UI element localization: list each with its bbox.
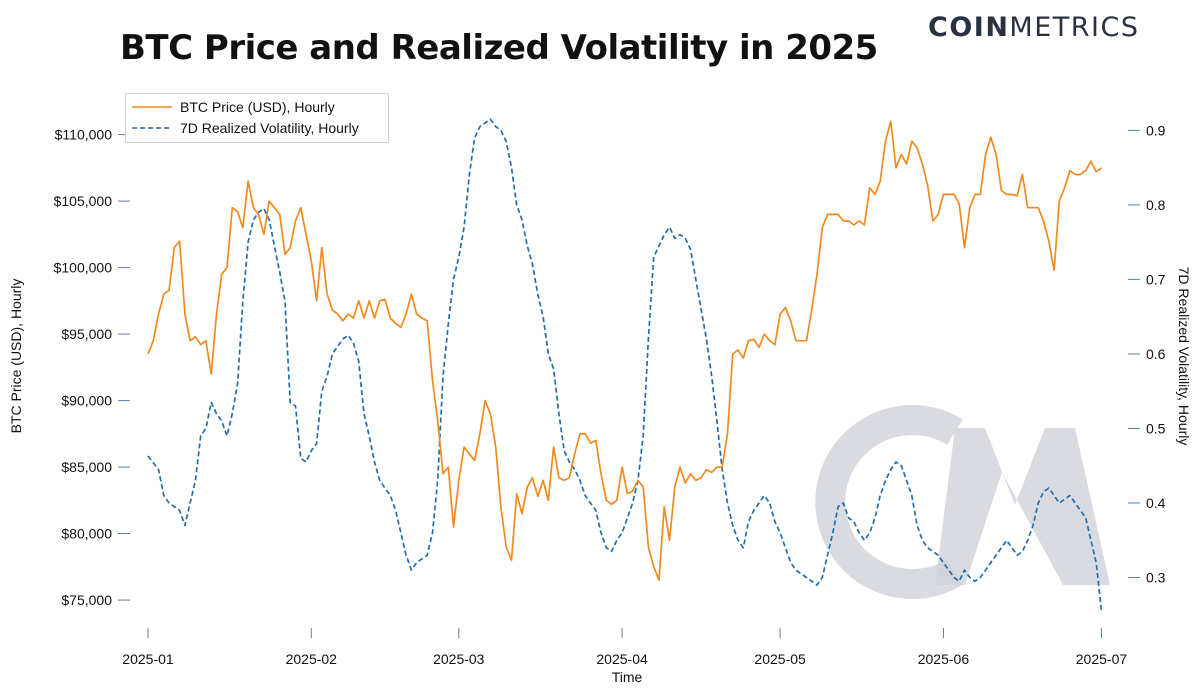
y-tick-label-right: 0.9 — [1146, 122, 1166, 138]
watermark-m-shape — [935, 428, 1110, 585]
series-line-volatility — [147, 118, 1103, 612]
cm-watermark — [815, 405, 1110, 599]
y-tick-label-right: 0.5 — [1146, 420, 1166, 436]
legend: BTC Price (USD), Hourly 7D Realized Vola… — [125, 93, 389, 143]
y-tick-label-right: 0.7 — [1146, 271, 1166, 287]
y-tick-label-left: $80,000 — [61, 526, 112, 542]
legend-label-price: BTC Price (USD), Hourly — [180, 99, 335, 115]
y-tick-label-left: $110,000 — [55, 127, 113, 143]
x-tick-label: 2025-04 — [596, 651, 648, 667]
x-tick-label: 2025-03 — [433, 651, 485, 667]
coinmetrics-logo: COINMETRICS — [928, 12, 1139, 43]
x-tick-label: 2025-06 — [918, 651, 970, 667]
x-tick-label: 2025-05 — [754, 651, 806, 667]
y-axis-label-right: 7D Realized Volatility, Hourly — [1176, 267, 1192, 446]
chart-title: BTC Price and Realized Volatility in 202… — [120, 28, 878, 68]
y-tick-label-left: $105,000 — [54, 193, 113, 209]
y-tick-label-right: 0.6 — [1146, 346, 1166, 362]
y-axis-label-left: BTC Price (USD), Hourly — [8, 279, 24, 434]
y-tick-label-right: 0.8 — [1146, 197, 1166, 213]
x-tick-label: 2025-01 — [122, 651, 174, 667]
x-tick-label: 2025-02 — [286, 651, 338, 667]
y-tick-label-left: $95,000 — [61, 326, 112, 342]
y-tick-label-left: $100,000 — [54, 260, 113, 276]
legend-item-volatility: 7D Realized Volatility, Hourly — [132, 120, 359, 136]
series-layer — [147, 118, 1103, 612]
x-axis-label: Time — [612, 669, 643, 685]
watermark-c-shape — [815, 405, 963, 599]
axes: $75,000 $80,000 $85,000 $90,000 $95,000 $100,… — [54, 122, 1166, 667]
y-tick-label-right: 0.4 — [1146, 495, 1166, 511]
legend-swatch-price — [132, 106, 172, 108]
y-tick-label-left: $85,000 — [61, 459, 112, 475]
legend-label-volatility: 7D Realized Volatility, Hourly — [180, 120, 359, 136]
brand-strong: COIN — [928, 12, 1010, 43]
y-tick-label-right: 0.3 — [1146, 570, 1166, 586]
y-tick-label-left: $75,000 — [61, 592, 112, 608]
legend-swatch-volatility — [132, 127, 172, 129]
y-tick-label-left: $90,000 — [61, 393, 112, 409]
brand-light: METRICS — [1009, 12, 1140, 43]
x-tick-label: 2025-07 — [1076, 651, 1128, 667]
series-line-price — [147, 120, 1103, 581]
legend-item-price: BTC Price (USD), Hourly — [132, 99, 335, 115]
